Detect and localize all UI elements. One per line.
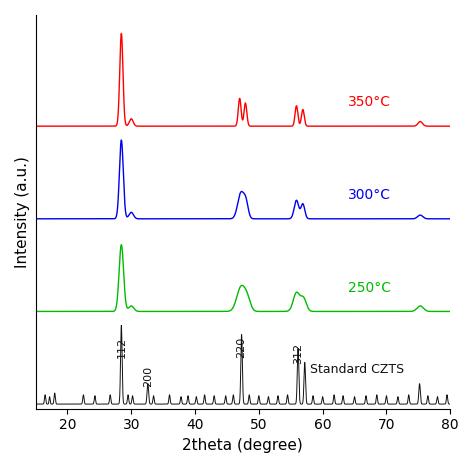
Y-axis label: Intensity (a.u.): Intensity (a.u.) [15,156,30,268]
Text: 312: 312 [293,343,303,364]
Text: 350°C: 350°C [348,95,391,110]
Text: 300°C: 300°C [348,188,391,202]
Text: 250°C: 250°C [348,281,391,295]
Text: 200: 200 [143,366,153,388]
Text: 220: 220 [237,336,246,358]
X-axis label: 2theta (degree): 2theta (degree) [182,438,303,453]
Text: 112: 112 [117,336,127,358]
Text: Standard CZTS: Standard CZTS [310,363,404,376]
